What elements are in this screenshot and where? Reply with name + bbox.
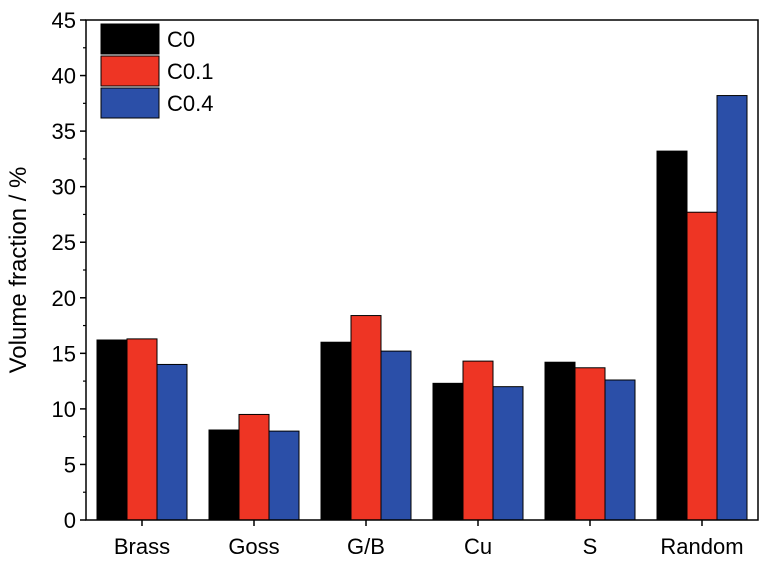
legend-label-C0.1: C0.1 — [167, 59, 213, 84]
y-tick-label: 40 — [52, 64, 76, 89]
legend-swatch-C0.1 — [100, 55, 160, 87]
y-tick-label: 15 — [52, 341, 76, 366]
y-tick-label: 10 — [52, 397, 76, 422]
bar-C0.4-Cu — [492, 386, 524, 521]
bar-C0.4-G/B — [380, 350, 412, 521]
bar-C0.4-Brass — [156, 363, 188, 521]
bars-layer — [96, 95, 748, 521]
x-tick-label: S — [583, 534, 598, 559]
bar-C0-G/B — [320, 341, 352, 521]
bar-C0.4-Goss — [268, 430, 300, 521]
y-tick-label: 0 — [64, 508, 76, 533]
bar-C0.4-S — [604, 379, 636, 521]
legend-label-C0: C0 — [167, 27, 195, 52]
y-tick-label: 5 — [64, 452, 76, 477]
axes-layer: 0 5 10 15 20 25 30 35 40 45 Brass Goss G/B Cu S Random V… — [5, 8, 759, 559]
y-tick-label: 35 — [52, 119, 76, 144]
legend: C0 C0.1 C0.4 — [100, 23, 213, 119]
bar-C0.1-Goss — [238, 413, 270, 521]
x-tick-label: Cu — [464, 534, 492, 559]
bar-C0-Random — [656, 150, 688, 521]
bar-C0.1-Brass — [126, 338, 158, 521]
y-tick-label: 20 — [52, 286, 76, 311]
bar-C0.1-S — [574, 367, 606, 521]
bar-C0.4-Random — [716, 95, 748, 521]
bar-C0-S — [544, 361, 576, 521]
bar-C0-Cu — [432, 382, 464, 521]
bar-C0-Brass — [96, 339, 128, 521]
y-axis-label: Volume fraction / % — [5, 167, 32, 374]
bar-C0-Goss — [208, 429, 240, 521]
y-tick-label: 25 — [52, 230, 76, 255]
y-tick-label: 45 — [52, 8, 76, 33]
bar-C0.1-Cu — [462, 360, 494, 521]
x-tick-label: G/B — [347, 534, 385, 559]
legend-label-C0.4: C0.4 — [167, 91, 213, 116]
bar-C0.1-Random — [686, 211, 718, 521]
y-tick-label: 30 — [52, 175, 76, 200]
x-tick-label: Goss — [228, 534, 279, 559]
legend-swatch-C0.4 — [100, 87, 160, 119]
legend-swatch-C0 — [100, 23, 160, 55]
x-tick-label: Random — [660, 534, 743, 559]
x-tick-label: Brass — [114, 534, 170, 559]
bar-C0.1-G/B — [350, 315, 382, 521]
